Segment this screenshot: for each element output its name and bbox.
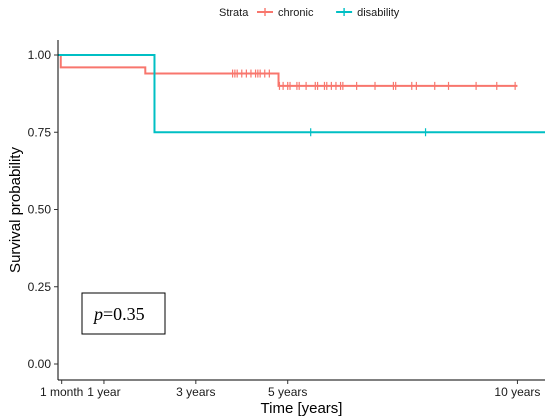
x-axis: 1 month 1 year 3 years 5 years 10 years — [40, 380, 540, 399]
series-line-disability — [58, 54, 545, 134]
y-axis: 0.00 0.25 0.50 0.75 1.00 — [28, 48, 58, 371]
y-tick-label: 0.00 — [28, 357, 52, 371]
legend-label-chronic: chronic — [278, 7, 314, 19]
p-value-label: p=0.35 — [92, 304, 145, 324]
series-line-chronic — [58, 54, 518, 87]
x-axis-title: Time [years] — [261, 400, 343, 417]
x-tick-label: 5 years — [268, 385, 307, 399]
y-tick-label: 0.75 — [28, 125, 52, 139]
x-tick-label: 1 year — [87, 385, 120, 399]
p-value-frame — [81, 292, 166, 335]
legend: Strata chronic disability — [219, 7, 400, 19]
legend-title: Strata — [219, 7, 249, 19]
legend-label-disability: disability — [357, 7, 400, 19]
x-tick-label: 10 years — [494, 385, 540, 399]
y-axis-title: Survival probability — [7, 147, 24, 273]
p-value-box: p=0.35 — [81, 292, 166, 335]
plot-area — [58, 54, 545, 137]
p-value: =0.35 — [103, 304, 145, 324]
x-tick-label: 1 month — [40, 385, 83, 399]
p-symbol: p — [92, 304, 103, 324]
x-tick-label: 3 years — [176, 385, 215, 399]
y-tick-label: 0.50 — [28, 203, 52, 217]
y-tick-label: 0.25 — [28, 280, 52, 294]
y-tick-label: 1.00 — [28, 48, 52, 62]
